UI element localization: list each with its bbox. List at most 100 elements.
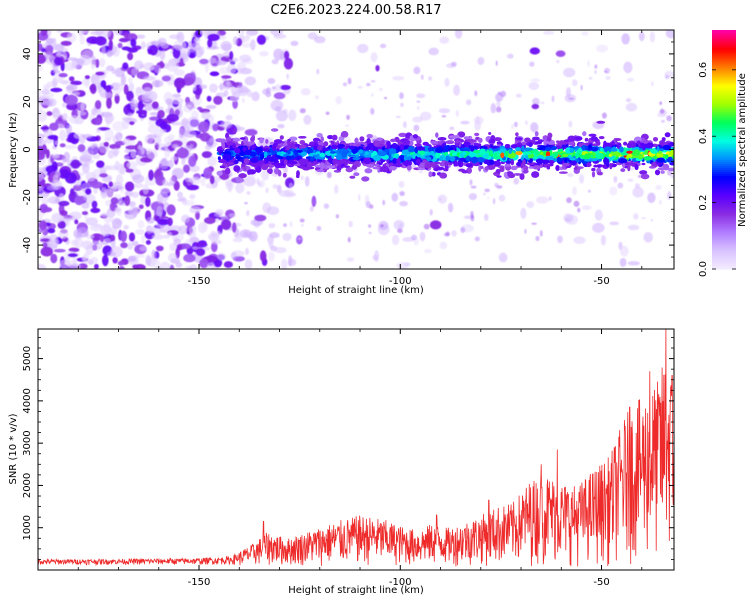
spectrogram-signal-cell xyxy=(426,151,436,156)
spectrogram-noise-cell xyxy=(287,258,297,266)
spectrogram-plume-cell xyxy=(666,115,672,122)
spectrogram-noise-cell xyxy=(183,104,193,113)
spectrogram-noise-cell xyxy=(207,155,217,167)
colorbar-step xyxy=(712,59,736,63)
spectrogram-noise-cell xyxy=(136,34,146,39)
spectrogram-signal-cell xyxy=(642,152,650,155)
spectrogram-noise-cell xyxy=(106,175,112,180)
spectrogram-noise-cell xyxy=(96,160,105,169)
spectrogram-noise-cell xyxy=(170,156,178,161)
spectrogram-noise-cell xyxy=(204,216,216,225)
spectrogram-noise-cell xyxy=(273,33,287,39)
spectrogram-plume-cell xyxy=(380,224,384,228)
spectrogram-noise-cell xyxy=(130,38,137,48)
spectrogram-plume-cell xyxy=(511,124,514,130)
spectrogram-signal-cell xyxy=(351,164,357,170)
spectrogram-signal-cell xyxy=(255,146,264,154)
spectrogram-noise-cell xyxy=(56,30,63,33)
spectrogram-y-axis: -40 -20 0 20 40 xyxy=(22,29,674,270)
spectrogram-plume-cell xyxy=(529,61,535,67)
spectrogram-signal-cell xyxy=(240,137,246,140)
spectrogram-noise-cell xyxy=(60,40,72,46)
spectrogram-signal-cell xyxy=(376,137,383,142)
spectrogram-signal-cell xyxy=(504,150,509,158)
colorbar-step xyxy=(712,247,736,250)
spectrogram-signal-cell xyxy=(261,163,269,170)
spectrogram-signal-cell xyxy=(574,166,578,170)
spectrogram-noise-cell xyxy=(557,235,563,244)
colorbar-step xyxy=(712,239,736,242)
spectrogram-noise-cell xyxy=(99,234,105,242)
spectrogram-signal-cell xyxy=(241,156,250,160)
spectrogram-signal-cell xyxy=(573,136,583,141)
spectrogram-noise-cell xyxy=(419,231,426,242)
colorbar-step xyxy=(712,129,736,133)
spectrogram-plume-cell xyxy=(399,191,405,197)
spectrogram-noise-cell xyxy=(127,113,134,117)
colorbar-step xyxy=(712,265,736,268)
spectrogram-noise-cell xyxy=(68,247,80,253)
spectrogram-signal-cell xyxy=(259,137,264,144)
spectrogram-noise-cell xyxy=(261,169,270,181)
spectrogram-noise-cell xyxy=(173,69,185,76)
spectrogram-signal-cell xyxy=(659,148,664,152)
spectrogram-signal-cell xyxy=(279,156,284,160)
spectrogram-noise-cell xyxy=(82,194,88,202)
spectrogram-noise-cell xyxy=(68,115,80,124)
spectrogram-noise-cell xyxy=(94,100,102,110)
spectrogram-noise-cell xyxy=(140,157,153,163)
spectrogram-noise-cell xyxy=(225,182,235,191)
spectrogram-noise-cell xyxy=(106,65,115,72)
colorbar-step xyxy=(712,81,736,85)
spectrogram-plume-cell xyxy=(368,224,372,228)
spectrogram-noise-cell xyxy=(212,123,219,132)
spectrogram-noise-cell xyxy=(271,59,279,65)
colorbar-label: Normalized spectral amplitude xyxy=(737,73,748,227)
spectrogram-plume-cell xyxy=(366,82,371,87)
spectrogram-noise-cell xyxy=(120,242,128,249)
spectrogram-noise-cell xyxy=(183,253,196,263)
spectrogram-noise-cell xyxy=(221,75,232,79)
spectrogram-noise-cell xyxy=(59,259,71,269)
spectrogram-signal-cell xyxy=(437,137,447,141)
colorbar-step xyxy=(712,159,736,163)
spectrogram-signal-cell xyxy=(329,151,337,154)
spectrogram-signal-cell xyxy=(248,169,257,175)
spectrogram-plume-cell xyxy=(470,185,477,189)
spectrogram-noise-cell xyxy=(199,258,209,269)
spectrogram-signal-cell xyxy=(288,161,298,165)
spectrogram-noise-cell xyxy=(375,65,380,72)
spectrogram-signal-cell xyxy=(285,155,292,160)
spectrogram-signal-cell xyxy=(238,173,247,179)
spectrogram-plume-cell xyxy=(325,111,330,116)
spectrogram-signal-cell xyxy=(276,148,280,152)
spectrogram-noise-cell xyxy=(158,159,169,170)
spectrogram-plume-cell xyxy=(418,170,423,174)
spectrogram-signal-cell xyxy=(338,159,347,165)
spectrogram-noise-cell xyxy=(477,57,485,65)
colorbar-step xyxy=(712,107,736,111)
spectrogram-signal-cell xyxy=(428,171,433,178)
spectrogram-noise-cell xyxy=(74,219,79,225)
snr-series-line xyxy=(38,329,674,567)
spectrogram-noise-cell xyxy=(77,144,86,153)
colorbar-step xyxy=(712,187,736,190)
spectrogram-noise-cell xyxy=(108,181,114,188)
spectrogram-noise-cell xyxy=(49,122,59,131)
spectrogram-noise-cell xyxy=(64,144,78,150)
spectrogram-noise-cell xyxy=(213,95,223,105)
colorbar-tick-label: 0.6 xyxy=(698,62,709,78)
spectrogram-signal-cell xyxy=(366,134,373,139)
snr-y-tick-label: 5000 xyxy=(22,346,33,371)
colorbar-step xyxy=(712,77,736,81)
spectrogram-signal-cell xyxy=(386,144,391,150)
spectrogram-plume-cell xyxy=(630,167,635,171)
colorbar-step xyxy=(712,189,736,192)
spectrogram-signal-cell xyxy=(316,133,323,138)
colorbar-step xyxy=(712,209,736,212)
colorbar-step xyxy=(712,195,736,198)
spectrogram-plume-cell xyxy=(286,73,290,80)
spectrogram-signal-cell xyxy=(449,156,456,162)
colorbar-step xyxy=(712,109,736,113)
spectrogram-noise-cell xyxy=(181,117,189,127)
